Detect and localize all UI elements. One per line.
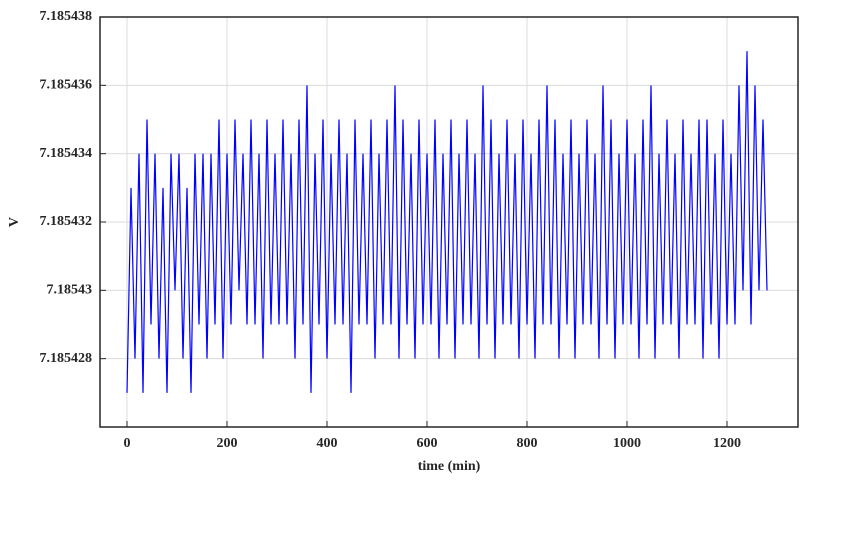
x-tick-label: 600	[417, 436, 438, 451]
axes-box	[99, 16, 799, 428]
y-tick-label: 7.185438	[40, 9, 93, 24]
data-line	[126, 51, 768, 393]
y-axis-label: V	[7, 217, 22, 227]
y-tick-label: 7.185434	[40, 146, 93, 161]
y-tick-label: 7.18543	[47, 283, 93, 298]
x-tick-label: 400	[317, 436, 338, 451]
y-tick-label: 7.185436	[40, 78, 93, 93]
y-tick-label: 7.185428	[40, 351, 93, 366]
x-tick-label: 1200	[713, 436, 741, 451]
x-tick-label: 1000	[613, 436, 641, 451]
y-tick-label: 7.185432	[40, 214, 93, 229]
x-tick-label: 0	[124, 436, 131, 451]
x-axis-label: time (min)	[418, 459, 481, 474]
x-tick-label: 200	[217, 436, 238, 451]
x-tick-label: 800	[517, 436, 538, 451]
